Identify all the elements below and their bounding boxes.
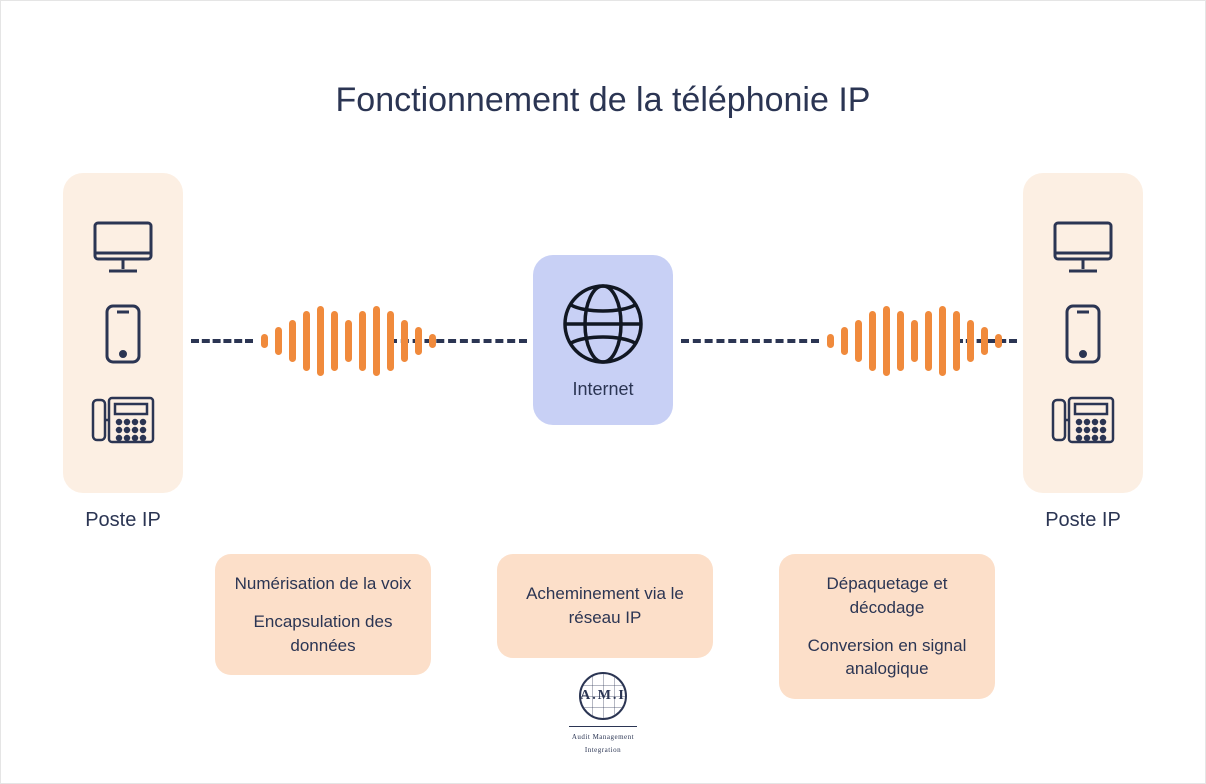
waveform-bar: [827, 334, 834, 348]
step-box-1: Numérisation de la voix Encapsulation de…: [215, 554, 431, 675]
waveform-bar: [953, 311, 960, 371]
connector-line: [191, 339, 253, 343]
waveform-bar: [345, 320, 352, 362]
right-device-panel: [1023, 173, 1143, 493]
waveform-bar: [387, 311, 394, 371]
waveform-bar: [415, 327, 422, 355]
smartphone-icon: [1063, 302, 1103, 366]
logo-subtitle-2: Integration: [585, 746, 621, 755]
waveform-bar: [981, 327, 988, 355]
waveform-bar: [967, 320, 974, 362]
step-text: Encapsulation des données: [231, 610, 415, 658]
waveform-bar: [261, 334, 268, 348]
waveform-bar: [331, 311, 338, 371]
left-panel-label: Poste IP: [63, 509, 183, 532]
waveform-bar: [883, 306, 890, 376]
waveform-bar: [925, 311, 932, 371]
smartphone-icon: [103, 302, 143, 366]
waveform-bar: [373, 306, 380, 376]
waveform-bar: [401, 320, 408, 362]
waveform-bar: [317, 306, 324, 376]
page-title: Fonctionnement de la téléphonie IP: [303, 79, 903, 122]
step-text: Conversion en signal analogique: [795, 634, 979, 682]
step-box-2: Acheminement via le réseau IP: [497, 554, 713, 658]
waveform-bar: [897, 311, 904, 371]
desktop-monitor-icon: [91, 219, 155, 277]
logo-subtitle-1: Audit Management: [572, 733, 634, 742]
globe-icon: [560, 281, 646, 367]
right-panel-label: Poste IP: [1023, 509, 1143, 532]
left-device-panel: [63, 173, 183, 493]
logo-abbr: A.M.I: [581, 674, 625, 718]
step-text: Numérisation de la voix: [231, 572, 415, 596]
step-text: Acheminement via le réseau IP: [513, 582, 697, 630]
waveform-bar: [995, 334, 1002, 348]
waveform-bar: [359, 311, 366, 371]
waveform-left: [261, 306, 436, 376]
waveform-right: [827, 306, 1002, 376]
logo-circle-icon: A.M.I: [579, 672, 627, 720]
waveform-bar: [869, 311, 876, 371]
internet-panel: Internet: [533, 255, 673, 425]
waveform-bar: [275, 327, 282, 355]
step-box-3: Dépaquetage et décodage Conversion en si…: [779, 554, 995, 699]
waveform-bar: [429, 334, 436, 348]
waveform-bar: [911, 320, 918, 362]
desktop-monitor-icon: [1051, 219, 1115, 277]
diagram-root: Fonctionnement de la téléphonie IP Poste…: [1, 1, 1205, 783]
waveform-bar: [855, 320, 862, 362]
waveform-bar: [939, 306, 946, 376]
waveform-bar: [841, 327, 848, 355]
connector-line: [681, 339, 819, 343]
brand-logo: A.M.I Audit Management Integration: [569, 672, 637, 755]
step-text: Dépaquetage et décodage: [795, 572, 979, 620]
desk-phone-icon: [1049, 392, 1117, 448]
waveform-bar: [289, 320, 296, 362]
desk-phone-icon: [89, 392, 157, 448]
internet-label: Internet: [572, 379, 633, 400]
waveform-bar: [303, 311, 310, 371]
